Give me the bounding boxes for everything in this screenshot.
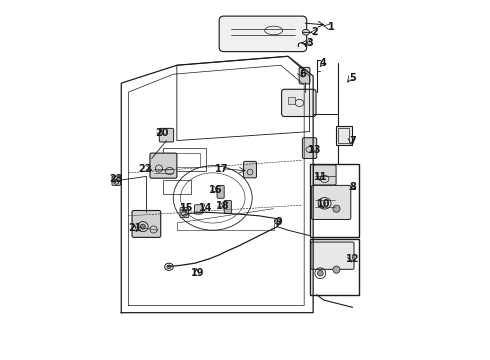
- Ellipse shape: [333, 205, 340, 212]
- Text: 9: 9: [276, 217, 282, 227]
- Text: 23: 23: [109, 174, 122, 184]
- Text: 11: 11: [314, 172, 327, 182]
- Bar: [337, 126, 351, 145]
- Ellipse shape: [318, 270, 323, 276]
- FancyBboxPatch shape: [299, 67, 310, 84]
- Text: 5: 5: [349, 73, 356, 83]
- Ellipse shape: [302, 30, 310, 35]
- Bar: [310, 164, 359, 237]
- Text: 18: 18: [216, 201, 230, 211]
- Text: 10: 10: [317, 199, 331, 210]
- FancyBboxPatch shape: [311, 185, 351, 220]
- FancyBboxPatch shape: [150, 153, 177, 178]
- Bar: [310, 239, 359, 295]
- Bar: [170, 153, 200, 167]
- Text: 6: 6: [299, 69, 306, 79]
- Text: 15: 15: [180, 203, 194, 213]
- Bar: [163, 180, 191, 194]
- Text: 21: 21: [128, 224, 141, 233]
- FancyBboxPatch shape: [195, 205, 202, 214]
- Text: 8: 8: [349, 182, 356, 192]
- Text: 12: 12: [346, 254, 359, 264]
- Text: 22: 22: [139, 163, 152, 174]
- Bar: [163, 148, 205, 171]
- FancyBboxPatch shape: [311, 242, 354, 269]
- Text: 20: 20: [155, 128, 169, 138]
- FancyBboxPatch shape: [180, 208, 189, 218]
- FancyBboxPatch shape: [302, 138, 317, 158]
- FancyBboxPatch shape: [159, 129, 173, 142]
- Text: 1: 1: [328, 22, 335, 32]
- FancyBboxPatch shape: [217, 185, 224, 198]
- Bar: [338, 129, 349, 143]
- Text: 7: 7: [349, 136, 356, 145]
- Text: 17: 17: [215, 163, 228, 174]
- FancyBboxPatch shape: [112, 176, 121, 185]
- Text: 19: 19: [191, 268, 204, 278]
- FancyBboxPatch shape: [282, 89, 316, 117]
- Ellipse shape: [140, 224, 146, 229]
- FancyBboxPatch shape: [244, 161, 256, 178]
- Ellipse shape: [333, 266, 340, 273]
- Text: 3: 3: [306, 38, 313, 48]
- Bar: [288, 97, 295, 104]
- Text: 13: 13: [308, 144, 321, 154]
- FancyBboxPatch shape: [132, 211, 161, 237]
- FancyBboxPatch shape: [314, 165, 336, 185]
- FancyBboxPatch shape: [219, 16, 307, 51]
- FancyBboxPatch shape: [224, 201, 231, 213]
- Text: 4: 4: [320, 58, 326, 68]
- Ellipse shape: [167, 265, 171, 269]
- Text: 2: 2: [312, 27, 318, 37]
- Text: 16: 16: [209, 185, 222, 195]
- Text: 14: 14: [199, 203, 212, 213]
